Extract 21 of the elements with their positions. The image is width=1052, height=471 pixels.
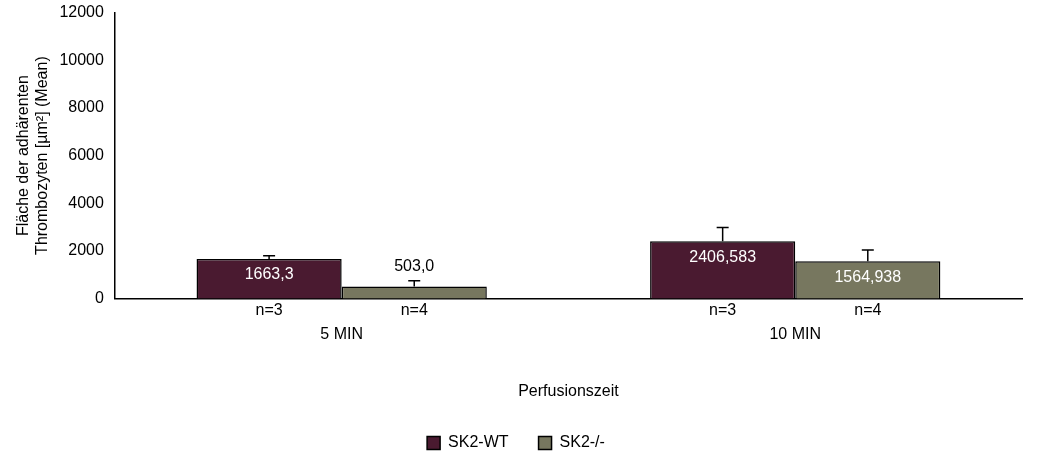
y-axis-title: Fläche der adhärenten Thrombozyten [µm²] (Mean) bbox=[14, 56, 51, 255]
data-label: 1564,938 bbox=[834, 267, 902, 285]
y-tick-label: 10000 bbox=[59, 50, 104, 68]
text: n=3 bbox=[255, 301, 283, 319]
y-tick-label: 12000 bbox=[59, 3, 104, 21]
text: n=3 bbox=[709, 301, 737, 319]
y-tick-label: 6000 bbox=[68, 146, 104, 164]
x-tick-label: 5 MIN bbox=[320, 324, 364, 342]
text: n=4 bbox=[854, 301, 882, 319]
data-label: 503,0 bbox=[394, 257, 435, 275]
text: n=4 bbox=[400, 301, 428, 319]
y-tick-label: 2000 bbox=[68, 241, 104, 259]
y-tick-label: 4000 bbox=[68, 193, 104, 211]
data-label: 2406,583 bbox=[689, 247, 757, 265]
x-tick-label: 10 MIN bbox=[769, 324, 822, 342]
y-tick-label: 8000 bbox=[68, 98, 104, 116]
legend-label: SK2-/- bbox=[559, 433, 605, 451]
y-tick-label: 0 bbox=[94, 289, 104, 307]
x-axis-title: Perfusionszeit bbox=[518, 381, 620, 399]
legend-label: SK2-WT bbox=[448, 433, 509, 451]
data-label: 1663,3 bbox=[244, 265, 294, 283]
